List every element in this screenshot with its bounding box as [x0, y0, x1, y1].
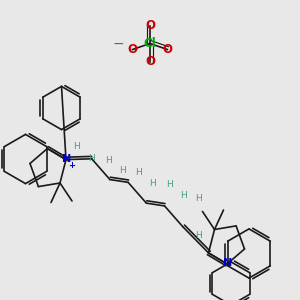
Text: O: O [128, 43, 138, 56]
Text: H: H [119, 166, 126, 175]
Text: H: H [166, 180, 173, 189]
Text: H: H [73, 142, 80, 151]
Text: N: N [223, 258, 232, 268]
Text: Cl: Cl [144, 37, 156, 50]
Text: H: H [135, 168, 142, 177]
Text: −: − [113, 37, 124, 50]
Text: O: O [145, 55, 155, 68]
Text: H: H [88, 154, 95, 163]
Text: H: H [180, 191, 187, 200]
Text: +: + [68, 160, 76, 169]
Text: H: H [195, 231, 201, 240]
Text: H: H [105, 156, 111, 165]
Text: O: O [145, 19, 155, 32]
Text: N: N [62, 154, 71, 164]
Text: H: H [150, 178, 156, 188]
Text: H: H [195, 194, 201, 203]
Text: O: O [162, 43, 172, 56]
